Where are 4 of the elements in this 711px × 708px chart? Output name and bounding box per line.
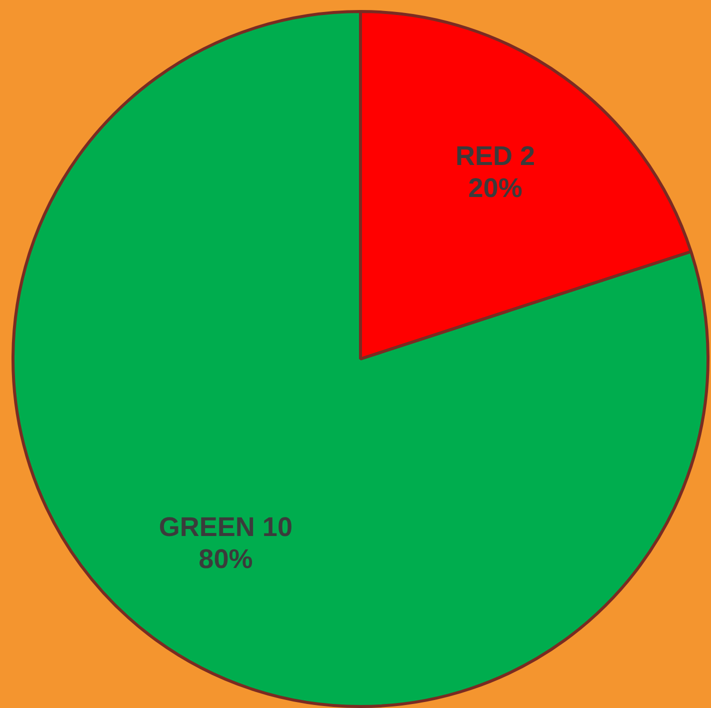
slice-label: RED 2 bbox=[456, 140, 536, 171]
slice-label: GREEN 10 bbox=[158, 512, 292, 542]
data-label: 80% bbox=[198, 544, 253, 574]
data-label: 20% bbox=[468, 172, 522, 203]
